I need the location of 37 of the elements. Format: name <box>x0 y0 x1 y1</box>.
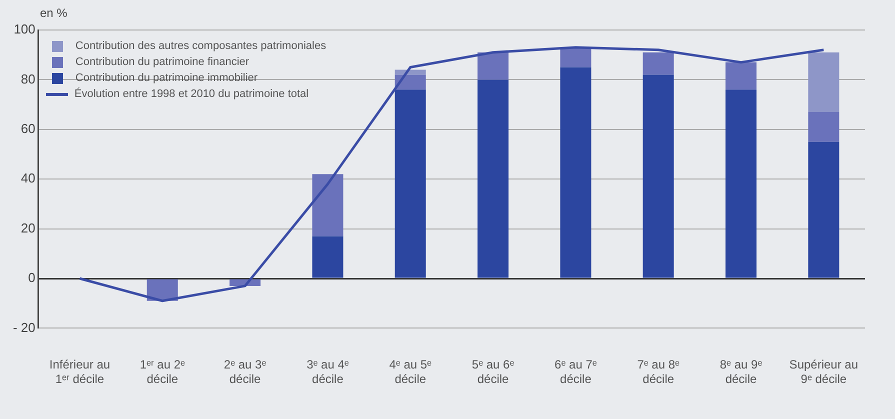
y-tick-label: 0 <box>28 270 36 286</box>
y-tick-label: - 20 <box>12 320 36 335</box>
y-tick-label: 40 <box>20 170 36 186</box>
bar <box>312 174 344 236</box>
bar <box>642 74 674 278</box>
y-tick-label: 100 <box>14 22 36 37</box>
bar <box>560 47 592 68</box>
bar <box>394 90 426 278</box>
x-tick-label: 3ᵉ au 4ᵉ décile <box>306 358 350 386</box>
legend-label: Évolution entre 1998 et 2010 du patrimoine total <box>74 88 309 100</box>
bar <box>478 52 509 80</box>
x-tick-label: 4ᵉ au 5ᵉ décile <box>389 358 432 386</box>
bar <box>312 236 344 278</box>
x-tick-label: Inférieur au 1ᵉʳ décile <box>49 358 110 386</box>
bar <box>808 52 840 112</box>
y-tick-label: 80 <box>20 71 36 86</box>
x-tick-label: 7ᵉ au 8ᵉ décile <box>637 358 680 386</box>
bar <box>642 52 674 75</box>
bar <box>808 112 840 142</box>
x-tick-label: 1ᵉʳ au 2ᵉ décile <box>140 358 186 386</box>
x-tick-label: 8ᵉ au 9ᵉ décile <box>720 358 763 386</box>
x-tick-label: 5ᵉ au 6ᵉ décile <box>472 358 515 386</box>
legend-label: Contribution des autres composantes patrimoniales <box>75 40 326 52</box>
y-axis-title: en % <box>40 6 68 20</box>
bar <box>808 142 840 278</box>
bar <box>726 62 757 90</box>
bar <box>726 90 757 278</box>
legend-label: Contribution du patrimoine financier <box>75 56 250 68</box>
bar <box>478 80 509 278</box>
bar <box>560 67 592 278</box>
y-tick-label: 20 <box>20 220 36 236</box>
x-tick-label: 2ᵉ au 3ᵉ décile <box>224 358 267 386</box>
legend-label: Contribution du patrimoine immobilier <box>75 72 258 84</box>
x-tick-label: 6ᵉ au 7ᵉ décile <box>554 358 598 386</box>
x-tick-label: Supérieur au 9ᵉ décile <box>789 358 858 386</box>
bar <box>394 74 426 90</box>
y-tick-label: 60 <box>20 120 36 136</box>
